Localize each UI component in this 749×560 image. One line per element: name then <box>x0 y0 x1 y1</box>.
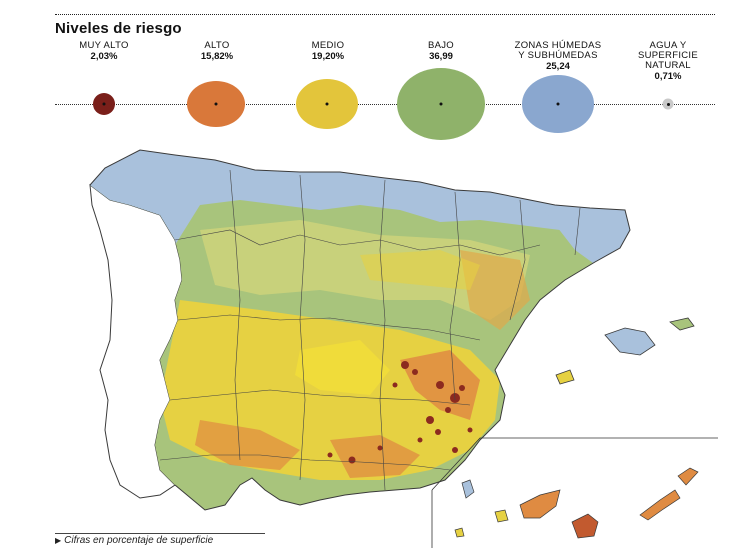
legend-value: 19,20% <box>311 51 345 62</box>
circle-zonas-humedas <box>522 75 594 133</box>
circle-bajo <box>397 68 485 140</box>
legend-item-muy-alto: MUY ALTO 2,03% <box>49 41 159 62</box>
legend-item-medio: MEDIO 19,20% <box>273 41 383 62</box>
province-borders <box>159 169 581 491</box>
legend-value: 0,71% <box>654 71 682 82</box>
legend-item-alto: ALTO 15,82% <box>162 41 272 62</box>
arrow-right-icon: ▶ <box>55 536 62 545</box>
mallorca <box>604 327 656 356</box>
canary-inset-frame <box>431 437 718 491</box>
legend-baseline <box>55 104 715 105</box>
legend-label: ALTO <box>204 40 230 51</box>
legend-item-bajo: BAJO 36,99 <box>386 41 496 62</box>
spain-outline <box>89 149 631 511</box>
legend-label: ZONAS HÚMEDAS Y SUBHÚMEDAS <box>514 40 602 61</box>
circle-agua <box>662 98 674 110</box>
ibiza <box>555 369 575 385</box>
legend-value: 2,03% <box>90 51 118 62</box>
footnote-rule <box>55 533 265 534</box>
legend-label: AGUA Y SUPERFICIE NATURAL <box>637 40 698 71</box>
circle-medio <box>296 79 358 129</box>
circle-muy-alto <box>93 93 115 115</box>
legend-label: MUY ALTO <box>79 40 129 51</box>
footnote-text: Cifras en porcentaje de superficie <box>64 535 214 546</box>
legend-item-zonas-humedas: ZONAS HÚMEDAS Y SUBHÚMEDAS 25,24 <box>503 41 613 72</box>
legend-title: Niveles de riesgo <box>55 20 182 37</box>
circle-alto <box>187 81 245 127</box>
legend-label: MEDIO <box>311 40 345 51</box>
canary-islands <box>454 467 699 539</box>
legend-item-agua: AGUA Y SUPERFICIE NATURAL 0,71% <box>613 41 723 82</box>
top-rule <box>55 14 715 15</box>
menorca <box>669 317 695 331</box>
legend-label: BAJO <box>427 40 454 51</box>
legend-value: 25,24 <box>546 61 570 72</box>
footnote: ▶ Cifras en porcentaje de superficie <box>55 535 213 546</box>
legend-value: 36,99 <box>429 51 453 62</box>
legend-value: 15,82% <box>200 51 234 62</box>
